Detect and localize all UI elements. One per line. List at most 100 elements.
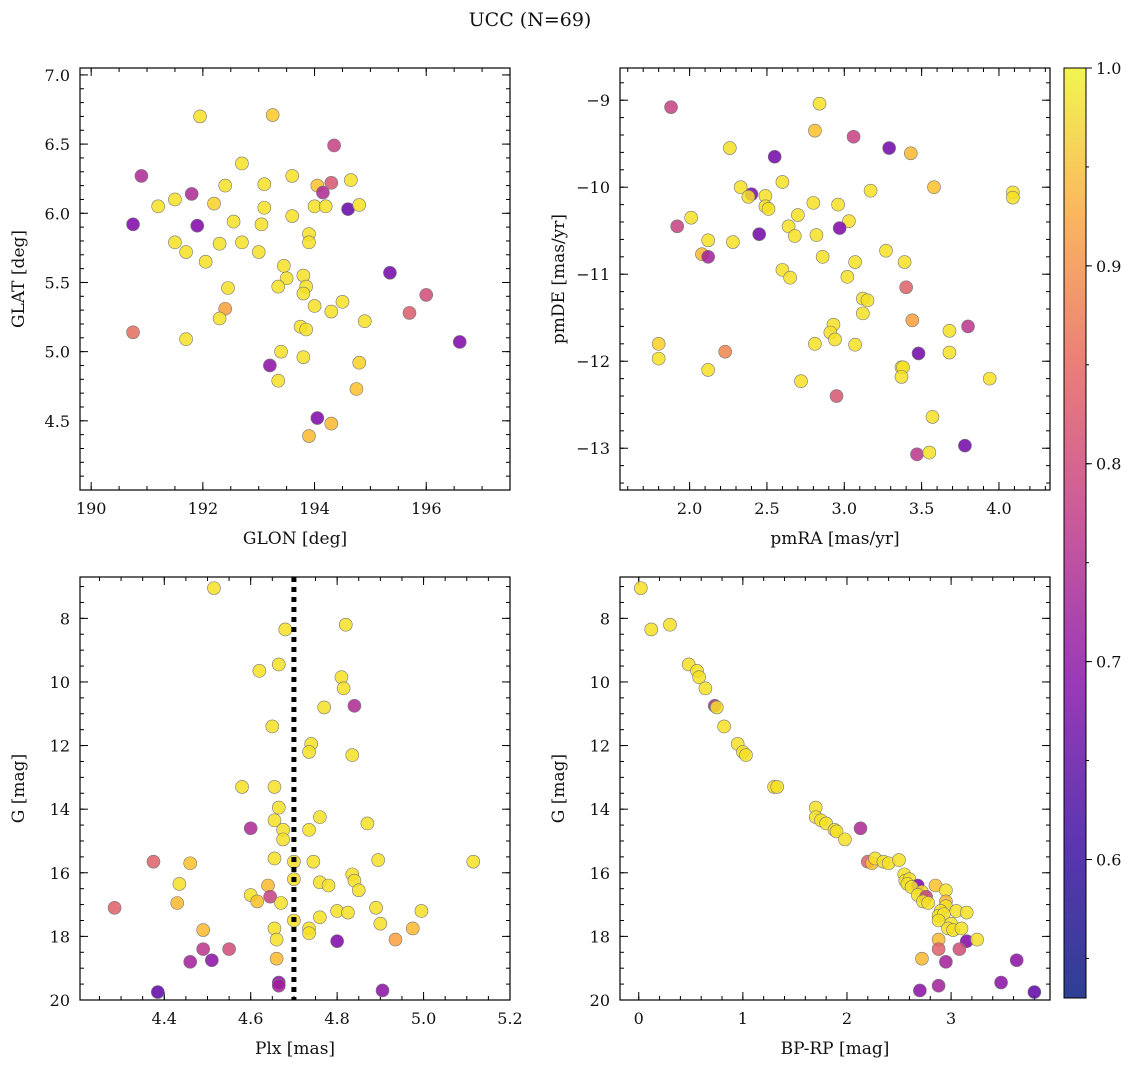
data-point xyxy=(327,138,341,153)
y-tick-label: 12 xyxy=(50,737,70,756)
colorbar-tick-label: 0.7 xyxy=(1096,653,1121,672)
data-point xyxy=(882,141,896,155)
scatter-points xyxy=(651,96,1020,462)
x-tick-label: 1 xyxy=(738,1009,748,1028)
data-point xyxy=(271,978,286,993)
data-point xyxy=(692,670,706,684)
data-point xyxy=(970,932,984,947)
colorbar-tick-label: 1.0 xyxy=(1096,59,1121,78)
data-point xyxy=(815,250,830,264)
data-point xyxy=(251,245,266,259)
colorbar-gradient xyxy=(1063,67,1087,999)
data-point xyxy=(954,921,969,936)
data-point xyxy=(921,896,935,910)
x-tick-label: 3.0 xyxy=(832,499,857,518)
data-point xyxy=(207,581,221,595)
data-point xyxy=(913,983,927,998)
data-point xyxy=(310,411,325,425)
y-tick-label: 20 xyxy=(50,991,70,1010)
data-point xyxy=(634,581,648,595)
data-point xyxy=(383,265,397,280)
x-tick-label: 5.2 xyxy=(497,1009,522,1028)
data-point xyxy=(388,932,403,947)
data-point xyxy=(172,877,187,891)
colorbar: 0.6 0.7 0.8 0.9 1.0 xyxy=(1063,59,1121,999)
data-point xyxy=(318,199,333,214)
data-point xyxy=(278,622,293,637)
colorbar-tick-label: 0.9 xyxy=(1096,257,1121,276)
data-point xyxy=(452,335,467,349)
data-point xyxy=(892,853,906,867)
x-tick-label: 190 xyxy=(76,499,107,518)
data-point xyxy=(787,229,802,243)
data-point xyxy=(243,821,258,836)
y-tick-label: 18 xyxy=(590,927,610,946)
data-point xyxy=(856,306,870,321)
data-point xyxy=(808,123,822,138)
data-point xyxy=(894,370,909,384)
data-point xyxy=(330,934,344,948)
data-point xyxy=(842,214,856,228)
data-point xyxy=(1009,953,1024,968)
data-point xyxy=(250,894,264,909)
data-point xyxy=(903,146,918,161)
data-point xyxy=(853,821,868,836)
data-point xyxy=(285,209,300,223)
data-point xyxy=(269,932,284,947)
data-point xyxy=(927,180,941,195)
panel-glon-glat: 190 192 194 196 4.5 5.0 5.5 6.0 6.5 7.0 GLON [deg]… xyxy=(9,66,511,549)
y-tick-label: 10 xyxy=(590,673,610,692)
data-point xyxy=(170,896,185,910)
y-tick-label: 16 xyxy=(50,864,70,883)
data-point xyxy=(190,218,205,233)
data-point xyxy=(781,219,796,234)
data-point xyxy=(254,217,269,232)
data-point xyxy=(183,856,198,871)
x-tick-label: 4.0 xyxy=(986,499,1011,518)
data-point xyxy=(179,332,193,346)
x-axis-label: GLON [deg] xyxy=(243,529,347,549)
y-tick-label: 10 xyxy=(50,673,70,692)
x-tick-label: 2.5 xyxy=(754,499,779,518)
data-point xyxy=(828,332,842,347)
data-point xyxy=(235,235,249,250)
data-point xyxy=(302,745,316,759)
data-point xyxy=(809,228,824,242)
data-point xyxy=(812,96,827,111)
data-point xyxy=(267,921,282,936)
plot-frame xyxy=(79,576,511,1001)
data-point xyxy=(307,299,322,313)
data-point xyxy=(832,221,847,235)
data-point xyxy=(274,896,288,910)
data-point xyxy=(879,243,893,258)
scatter-points xyxy=(107,581,481,999)
x-axis-label: pmRA [mas/yr] xyxy=(770,529,899,549)
data-point xyxy=(349,382,364,396)
data-point xyxy=(375,983,390,998)
data-point xyxy=(371,853,385,867)
data-point xyxy=(806,196,821,210)
data-point xyxy=(279,271,294,286)
plot-frame xyxy=(79,67,511,491)
data-point xyxy=(925,410,940,424)
data-point xyxy=(285,169,300,183)
data-point xyxy=(277,259,291,273)
data-point xyxy=(419,288,434,302)
data-point xyxy=(352,198,367,212)
data-point xyxy=(276,832,290,847)
data-point xyxy=(684,210,698,225)
data-point xyxy=(267,780,282,794)
x-tick-label: 192 xyxy=(188,499,219,518)
data-point xyxy=(212,236,227,251)
data-point xyxy=(1027,985,1042,999)
data-point xyxy=(770,780,785,794)
data-point xyxy=(257,200,272,215)
data-point xyxy=(306,854,321,869)
data-point xyxy=(899,280,913,295)
data-point xyxy=(313,910,327,925)
data-point xyxy=(373,916,388,931)
data-point xyxy=(670,219,685,234)
data-point xyxy=(931,942,946,956)
